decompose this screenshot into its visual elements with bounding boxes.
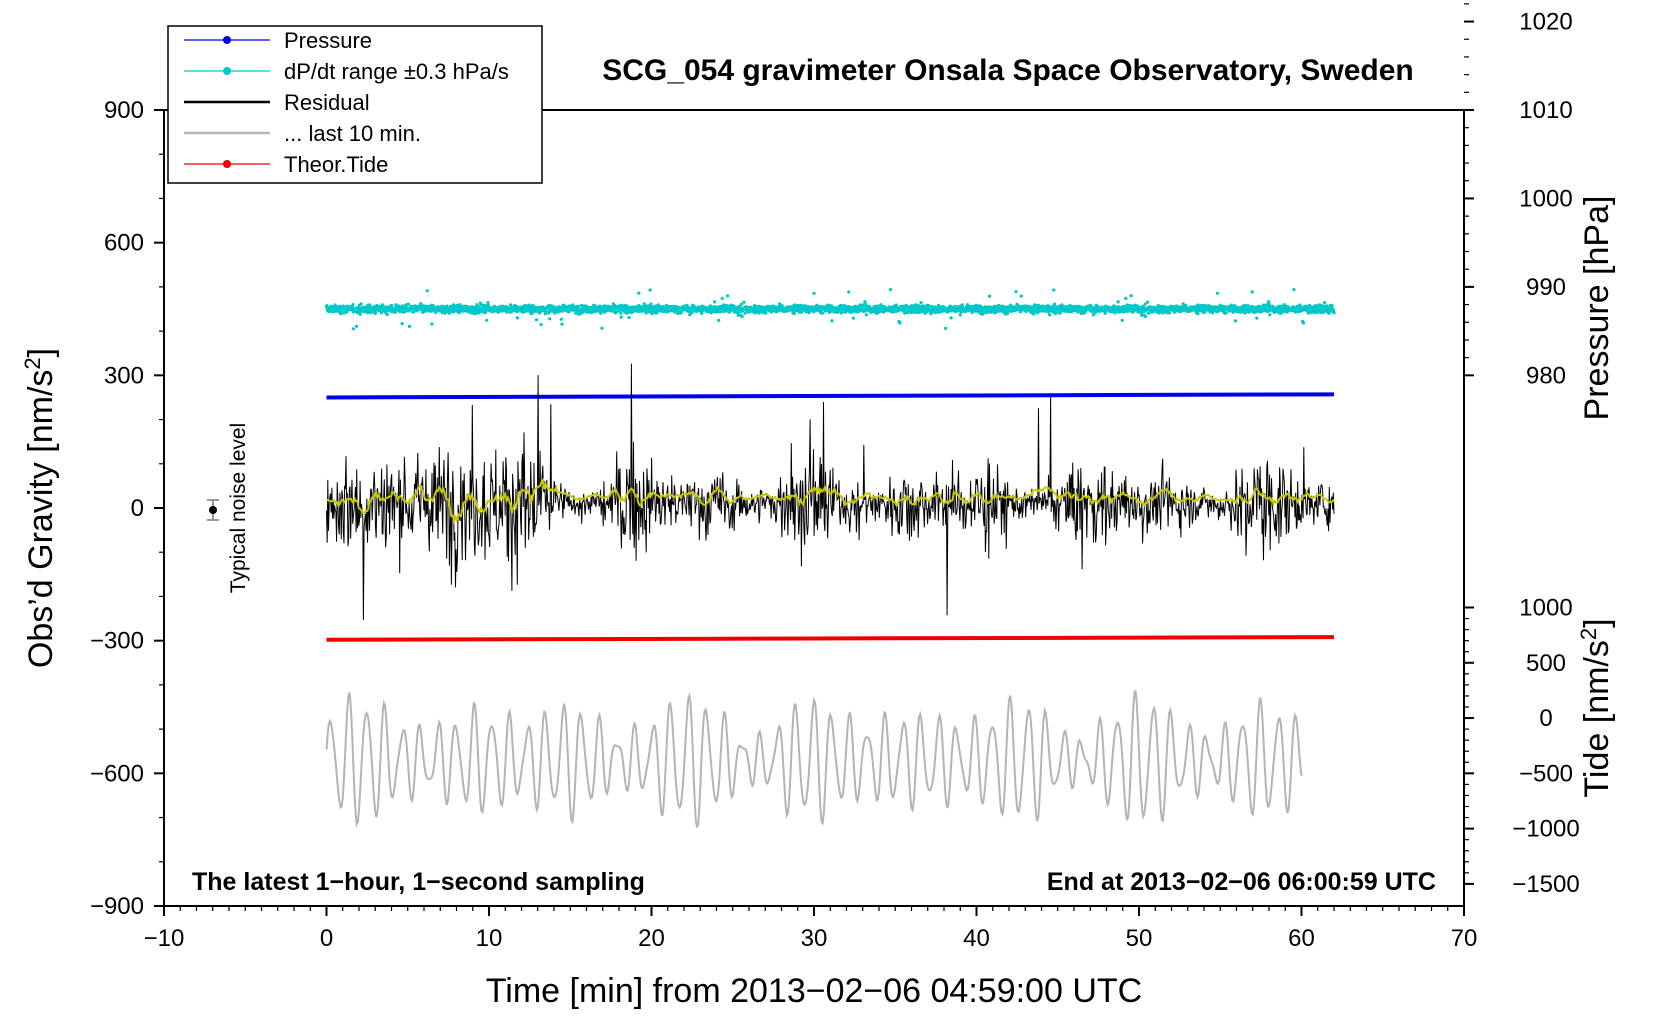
y-axis-left-title-close: ] <box>22 348 60 357</box>
x-tick-label: 70 <box>1451 925 1478 952</box>
pressure-axis-title: Pressure [hPa] <box>1578 196 1616 421</box>
x-tick-label: 0 <box>320 925 333 952</box>
y-axis-left-title: Obs’d Gravity [nm/s2] <box>20 348 61 668</box>
legend-item: Theor.Tide <box>184 152 388 177</box>
series-residual <box>326 363 1335 620</box>
legend-marker <box>223 36 231 44</box>
end-time-note: End at 2013−02−06 06:00:59 UTC <box>1047 868 1436 896</box>
series-layer <box>324 288 1336 829</box>
noise-level-marker <box>207 499 219 521</box>
tide-axis-title-base: Tide [nm/s <box>1578 640 1616 797</box>
pressure-tick-label: 980 <box>1526 362 1566 389</box>
x-tick-label: 30 <box>801 925 828 952</box>
chart-title: SCG_054 gravimeter Onsala Space Observat… <box>602 54 1414 87</box>
axes-layer: −10 0 10 20 30 40 50 60 70−900−600−3000300600900… <box>90 3 1580 952</box>
legend-item: Residual <box>184 90 370 115</box>
pressure-tick-label: 990 <box>1526 274 1566 301</box>
x-tick-label: −10 <box>144 925 185 952</box>
y-tick-label: −300 <box>90 628 144 655</box>
pressure-tick-label: 1010 <box>1519 97 1572 124</box>
x-tick-label: 60 <box>1288 925 1315 952</box>
y-tick-label: 900 <box>104 97 144 124</box>
tide-tick-label: 500 <box>1526 650 1566 677</box>
legend-label: ... last 10 min. <box>284 121 421 146</box>
x-tick-label: 40 <box>963 925 990 952</box>
tide-tick-label: −1500 <box>1512 871 1579 898</box>
noise-level-label: Typical noise level <box>227 423 250 593</box>
legend-label: Pressure <box>284 28 372 53</box>
x-tick-label: 50 <box>1126 925 1153 952</box>
series-tide <box>326 635 1335 642</box>
legend-label: Theor.Tide <box>284 152 388 177</box>
pressure-tick-label: 1020 <box>1519 9 1572 36</box>
tide-tick-label: −500 <box>1519 760 1573 787</box>
series-last10min <box>325 689 1303 829</box>
series-dpdt <box>324 288 1336 331</box>
legend-item: dP/dt range ±0.3 hPa/s <box>184 59 509 84</box>
legend-box <box>167 25 543 184</box>
y-tick-label: −600 <box>90 760 144 787</box>
tide-axis-title-close: ] <box>1578 618 1616 627</box>
legend-marker <box>223 67 231 75</box>
y-tick-label: −900 <box>90 893 144 920</box>
y-axis-left-title-sup: 2 <box>20 357 45 369</box>
x-tick-label: 20 <box>638 925 665 952</box>
legend-item: ... last 10 min. <box>184 121 421 146</box>
series-residual-smoothed <box>326 477 1335 525</box>
y-tick-label: 300 <box>104 362 144 389</box>
legend: Pressure dP/dt range ±0.3 hPa/s Residual..… <box>167 25 543 184</box>
tide-tick-label: 1000 <box>1519 595 1572 622</box>
legend-label: Residual <box>284 90 370 115</box>
tide-axis-title: Tide [nm/s2] <box>1576 618 1617 797</box>
tide-tick-label: 0 <box>1539 705 1552 732</box>
legend-marker <box>223 160 231 168</box>
sampling-note: The latest 1−hour, 1−second sampling <box>192 868 645 896</box>
y-axis-left-title-base: Obs’d Gravity [nm/s <box>22 370 60 669</box>
legend-item: Pressure <box>184 28 372 53</box>
tide-tick-label: −1000 <box>1512 816 1579 843</box>
x-axis-title: Time [min] from 2013−02−06 04:59:00 UTC <box>486 972 1142 1010</box>
noise-dot <box>209 506 217 514</box>
series-pressure <box>326 392 1335 400</box>
tide-axis-title-sup: 2 <box>1576 628 1601 640</box>
y-tick-label: 0 <box>131 495 144 522</box>
pressure-tick-label: 1000 <box>1519 185 1572 212</box>
y-tick-label: 600 <box>104 230 144 257</box>
x-tick-label: 10 <box>476 925 503 952</box>
legend-label: dP/dt range ±0.3 hPa/s <box>284 59 509 84</box>
